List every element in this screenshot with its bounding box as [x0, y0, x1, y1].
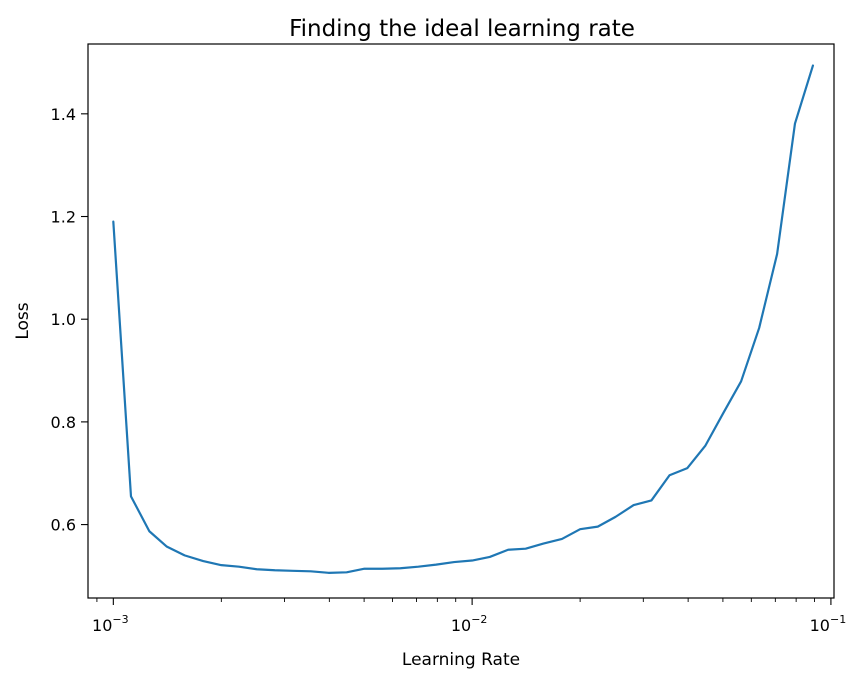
y-tick-label: 0.6	[51, 516, 76, 535]
y-axis-label: Loss	[13, 302, 33, 339]
plot-area	[87, 43, 835, 599]
x-tick-label: 10−3	[92, 613, 129, 635]
chart-title: Finding the ideal learning rate	[289, 16, 635, 42]
series-line-0	[112, 64, 815, 574]
plot-frame	[87, 43, 835, 599]
x-tick-label: 10−2	[451, 613, 488, 635]
x-axis-label: Learning Rate	[402, 650, 520, 670]
x-axis: 10−3 10−2 10−1	[92, 598, 846, 635]
y-tick-label: 1.4	[51, 105, 76, 124]
y-tick-label: 1.2	[51, 208, 76, 227]
series-layer	[112, 64, 815, 574]
x-tick-label: 10−1	[810, 613, 847, 635]
y-axis: 0.6 0.8 1.0 1.2 1.4	[51, 105, 88, 535]
y-tick-label: 1.0	[51, 310, 76, 329]
y-tick-label: 0.8	[51, 413, 76, 432]
